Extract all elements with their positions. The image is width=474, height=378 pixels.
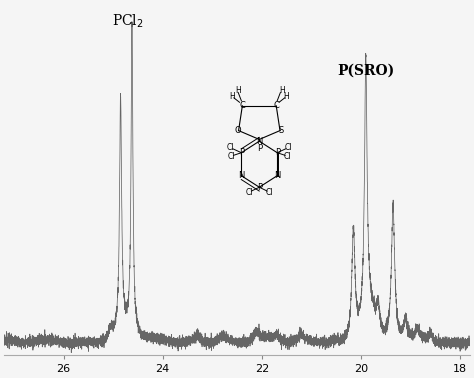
- Text: H: H: [229, 93, 235, 101]
- Text: Cl: Cl: [284, 152, 292, 161]
- Text: P: P: [257, 144, 262, 153]
- Text: H: H: [284, 93, 290, 101]
- Text: H: H: [279, 86, 285, 95]
- Text: H: H: [235, 86, 240, 95]
- Text: C: C: [273, 101, 279, 110]
- Text: Cl: Cl: [226, 143, 234, 152]
- Text: P(SRO): P(SRO): [337, 64, 394, 78]
- Text: P: P: [274, 148, 280, 157]
- Text: N: N: [238, 171, 245, 180]
- Text: O: O: [234, 126, 241, 135]
- Text: P: P: [257, 183, 262, 192]
- Text: N: N: [256, 137, 263, 146]
- Text: Cl: Cl: [245, 188, 253, 197]
- Text: Cl: Cl: [227, 152, 235, 161]
- Text: PCl$_2$: PCl$_2$: [112, 12, 144, 30]
- Text: C: C: [239, 101, 245, 110]
- Text: P: P: [239, 148, 244, 157]
- Text: S: S: [278, 126, 283, 135]
- Text: N: N: [274, 171, 281, 180]
- Text: Cl: Cl: [266, 188, 273, 197]
- Text: Cl: Cl: [285, 143, 292, 152]
